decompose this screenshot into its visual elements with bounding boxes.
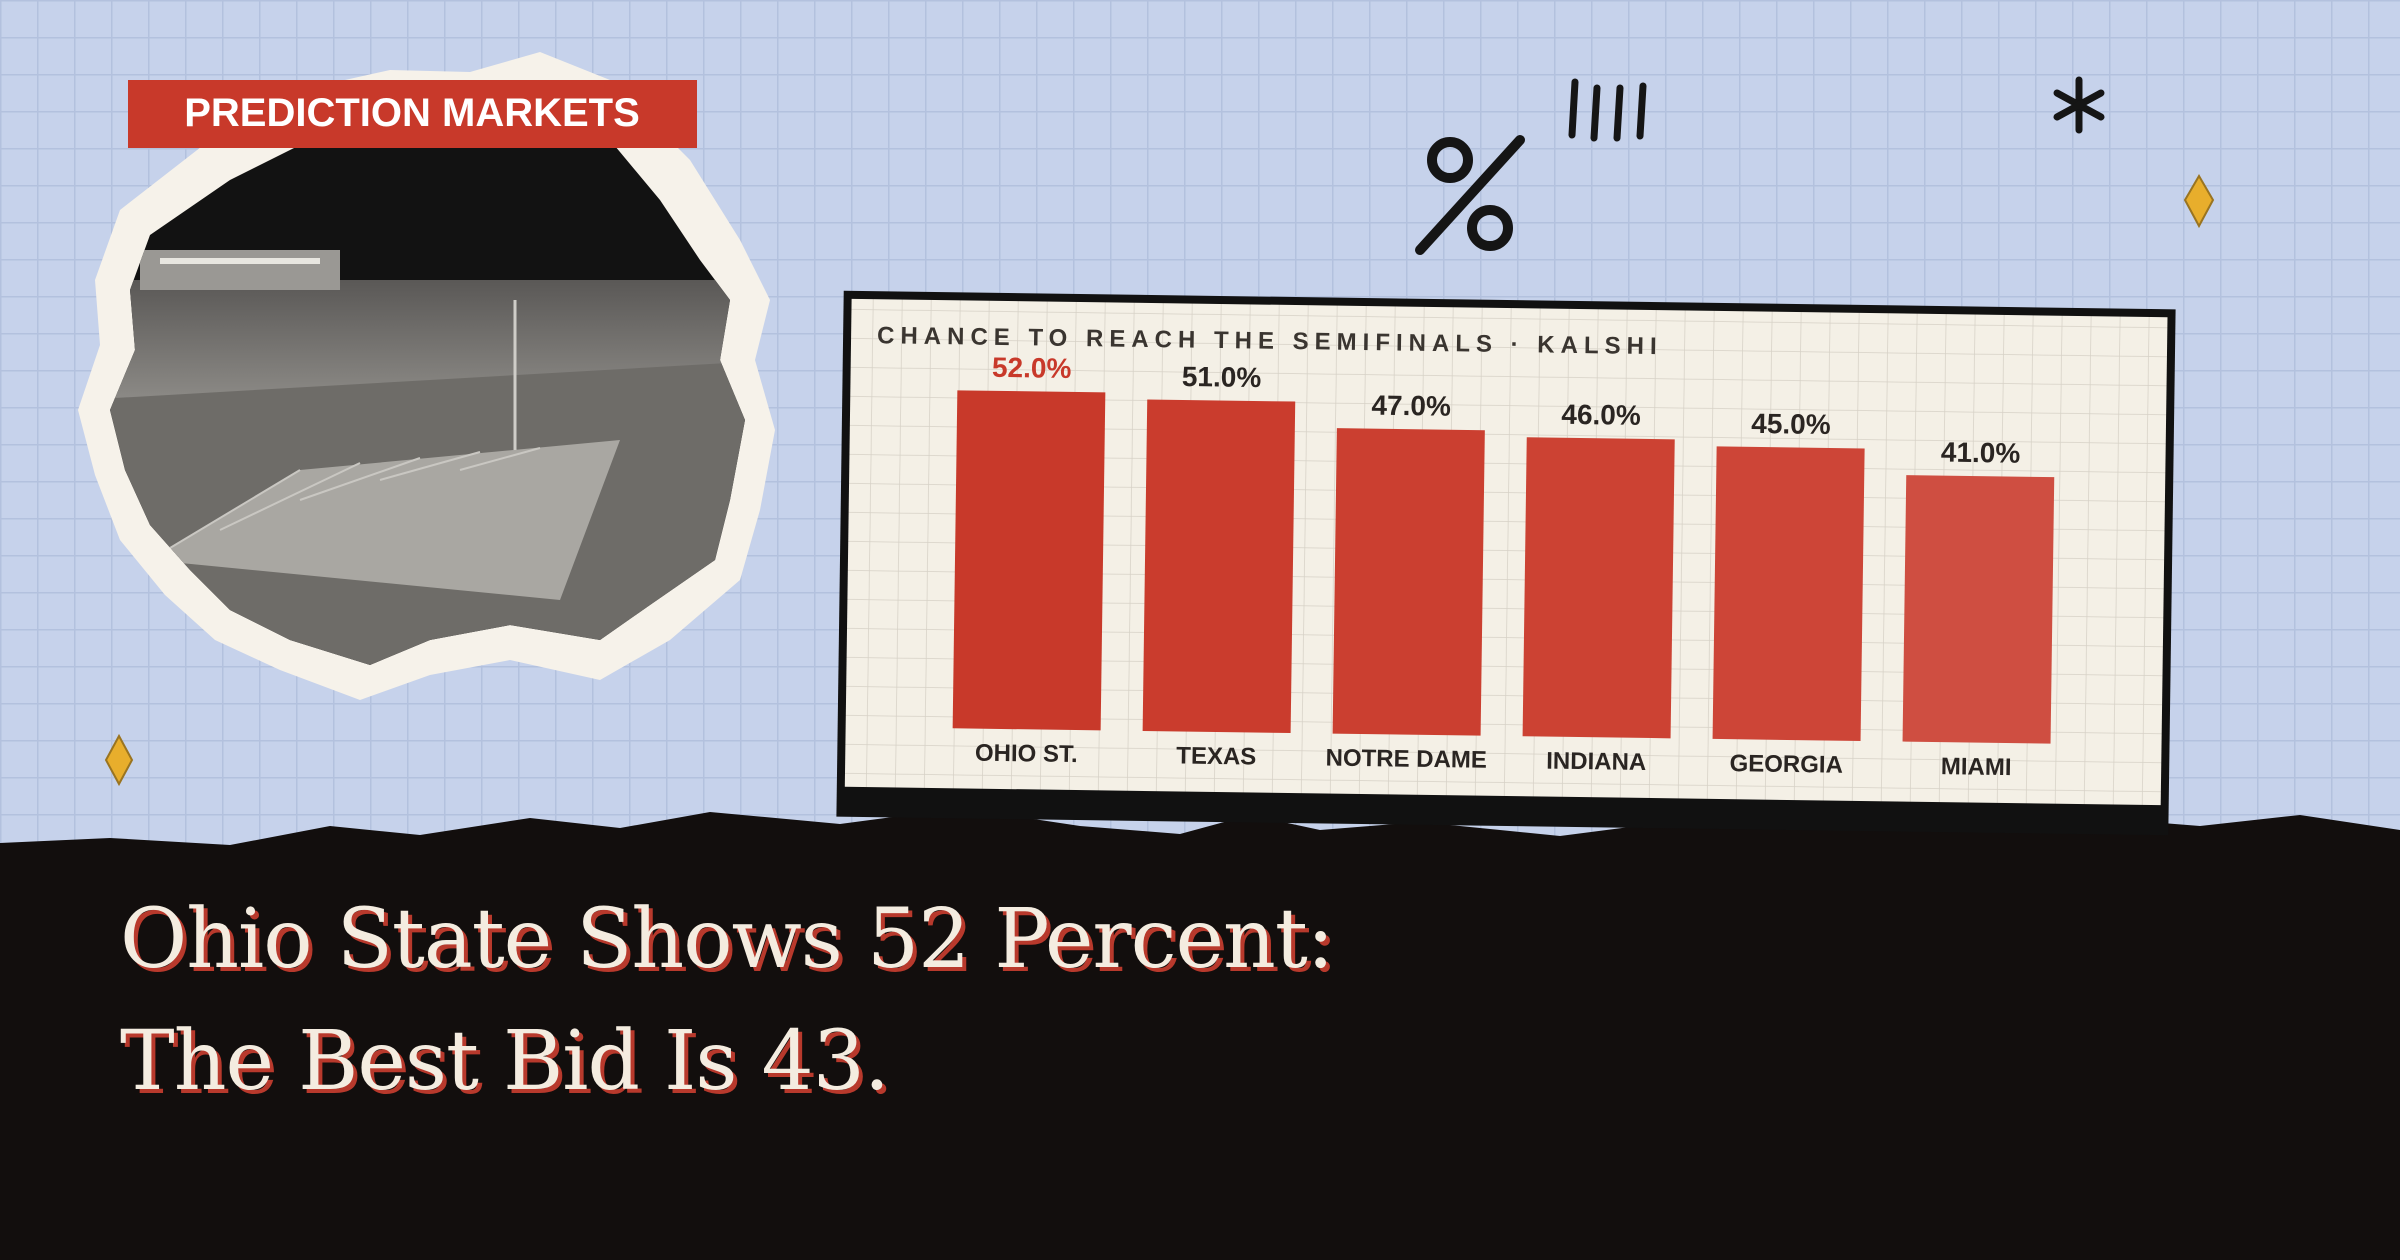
category-label: MIAMI (1941, 753, 2012, 781)
category-label: TEXAS (1176, 742, 1256, 770)
headline-line: Ohio State Shows 52 Percent: (120, 892, 1334, 987)
value-label: 51.0% (1182, 361, 1262, 393)
category-label: NOTRE DAME (1325, 745, 1487, 774)
category-label: INDIANA (1546, 748, 1646, 776)
bar (1902, 475, 2055, 744)
stadium-photo (110, 100, 745, 665)
bar (1332, 428, 1485, 736)
bar (1142, 399, 1296, 734)
badge (128, 80, 697, 148)
bar (952, 390, 1106, 731)
category-label: OHIO ST. (975, 740, 1078, 768)
value-label: 47.0% (1371, 390, 1451, 422)
diamond (104, 733, 134, 787)
value-label: 41.0% (1941, 437, 2021, 469)
badge-text: PREDICTION MARKETS (184, 91, 640, 135)
asterisk-doodle (2053, 76, 2105, 134)
category-label: GEORGIA (1729, 750, 1843, 779)
dark-band (0, 808, 2400, 1260)
headline-line: The Best Bid Is 43. (120, 1014, 890, 1109)
value-label: 46.0% (1561, 399, 1641, 431)
value-label: 45.0% (1751, 408, 1831, 440)
diamond (2183, 174, 2215, 229)
bar (1712, 446, 1865, 741)
value-label: 52.0% (992, 352, 1072, 384)
percent-doodle (1415, 135, 1525, 255)
bar (1522, 437, 1675, 739)
chart-card: CHANCE TO REACH THE SEMIFINALS · KALSHI … (836, 290, 2176, 836)
tally-doodle (1568, 78, 1647, 142)
